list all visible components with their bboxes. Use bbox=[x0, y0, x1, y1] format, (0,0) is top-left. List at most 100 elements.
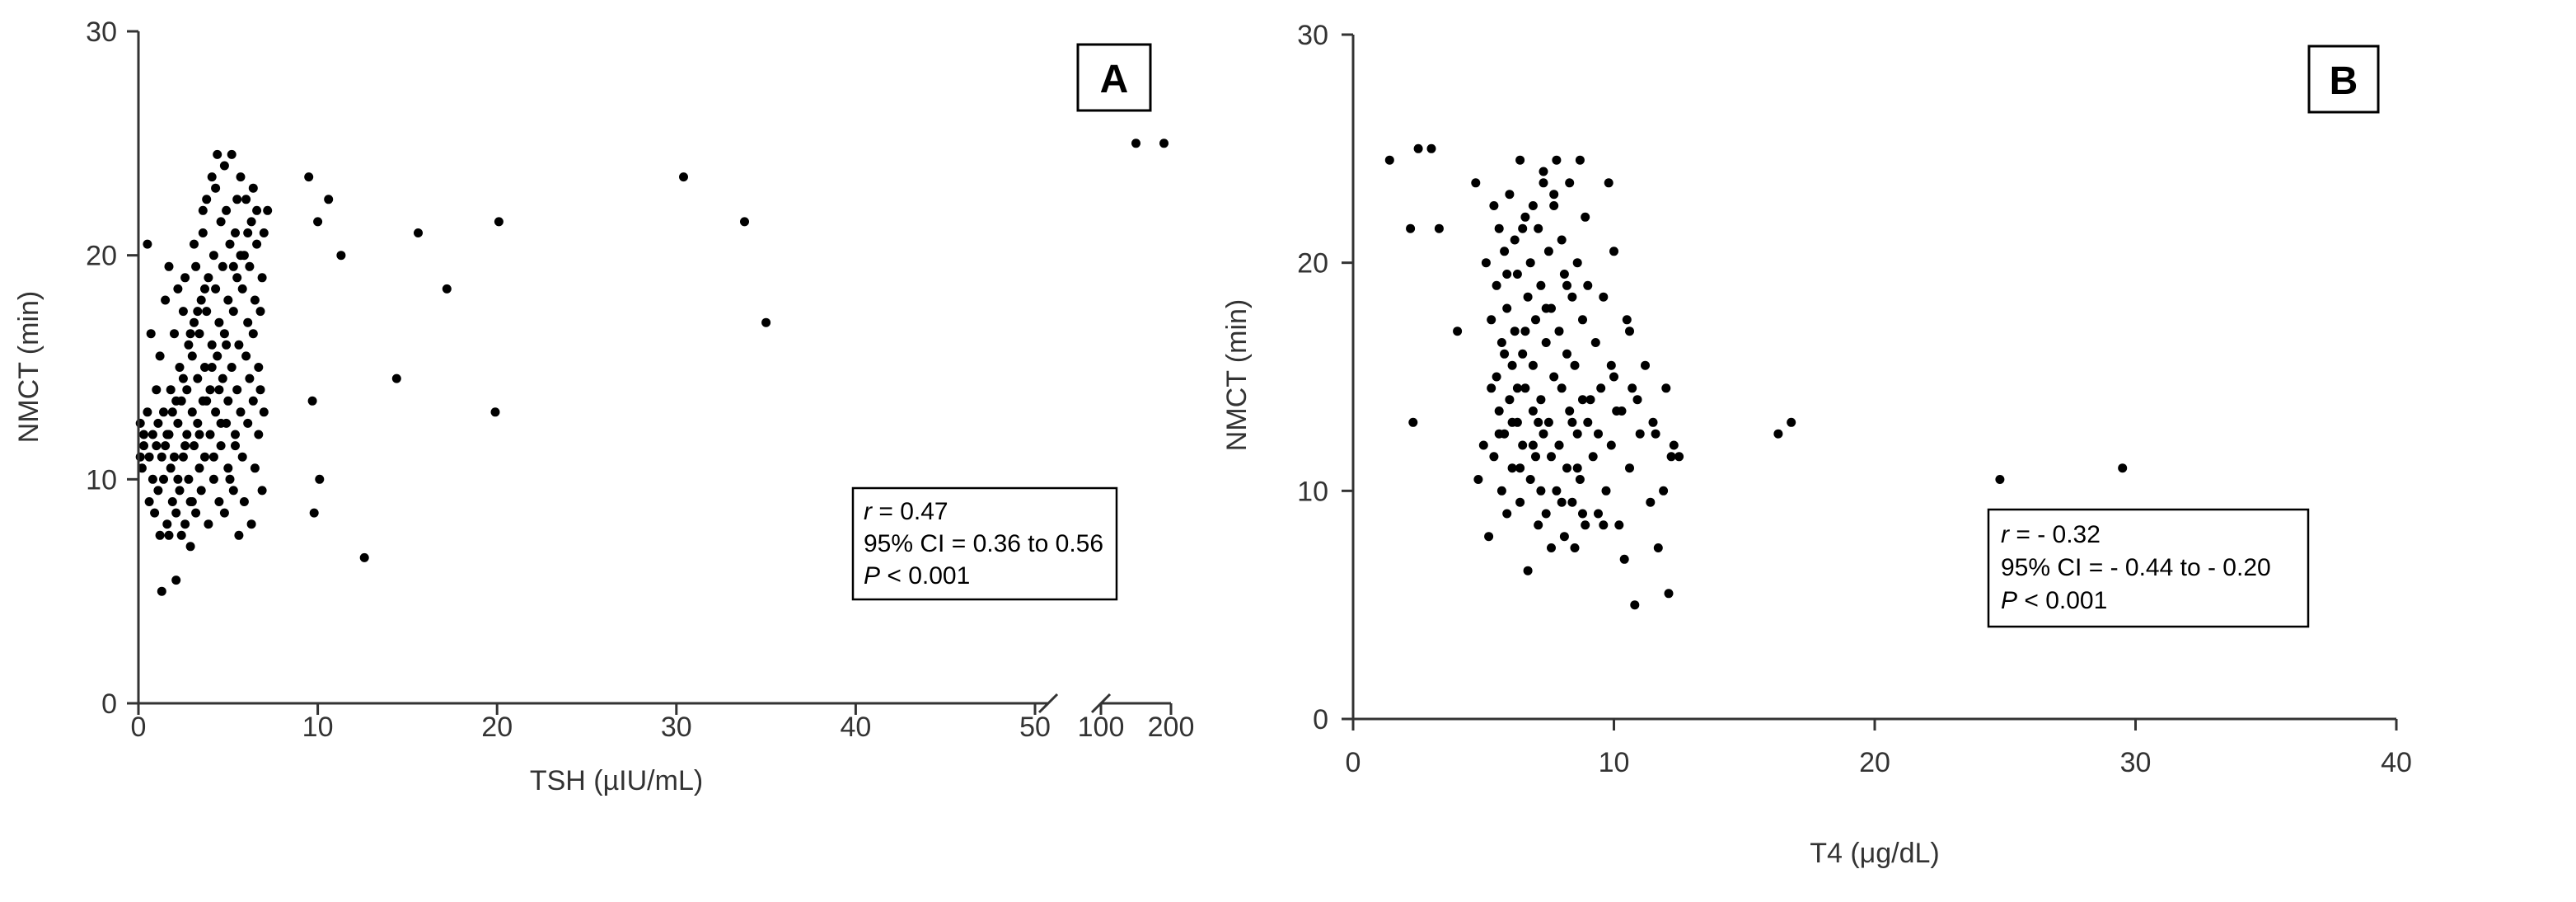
panel-b-data-point bbox=[1562, 349, 1571, 359]
panel-b-data-point bbox=[1549, 201, 1559, 210]
panel-b-data-point bbox=[1588, 452, 1598, 462]
panel-a-data-point bbox=[218, 261, 227, 271]
panel-b-x-axis-title: T4 (μg/dL) bbox=[1810, 838, 1940, 869]
panel-a-data-point bbox=[208, 251, 218, 261]
panel-a-data-point bbox=[178, 307, 188, 317]
panel-a-data-point bbox=[161, 295, 171, 305]
panel-a-data-point bbox=[414, 228, 423, 237]
panel-a-data-point bbox=[200, 363, 209, 372]
panel-b-data-point bbox=[1632, 395, 1642, 405]
panel-a-data-point bbox=[228, 486, 238, 496]
panel-b-x-tick-label: 20 bbox=[1859, 747, 1890, 778]
panel-a-data-point bbox=[241, 195, 251, 204]
panel-a-data-point bbox=[190, 239, 199, 249]
panel-b-data-point bbox=[1609, 372, 1618, 382]
panel-b-data-point bbox=[1567, 497, 1577, 507]
panel-a-data-point bbox=[144, 452, 154, 462]
panel-a-data-point bbox=[194, 329, 204, 339]
panel-a-data-point bbox=[204, 273, 213, 283]
panel-b-label-box bbox=[2307, 45, 2380, 114]
panel-a-data-point bbox=[254, 430, 264, 439]
panel-a-data-point bbox=[219, 329, 229, 339]
panel-a-x-tick-label: 10 bbox=[302, 712, 334, 743]
panel-a-data-point bbox=[248, 329, 258, 339]
panel-b-data-point bbox=[1549, 190, 1559, 200]
panel-b-data-point bbox=[1536, 395, 1546, 405]
panel-a-data-point bbox=[237, 452, 247, 462]
panel-b-data-point bbox=[1547, 543, 1556, 552]
panel-a-data-point bbox=[162, 519, 172, 529]
panel-b-data-point bbox=[1534, 223, 1543, 233]
panel-a-data-point bbox=[243, 418, 253, 428]
panel-b-data-point bbox=[1507, 463, 1517, 473]
panel-b-data-point bbox=[1581, 212, 1590, 222]
panel-a-data-point bbox=[182, 385, 192, 395]
panel-b-data-point bbox=[1518, 349, 1528, 359]
panel-b-data-point bbox=[1528, 406, 1538, 416]
panel-b-data-point bbox=[1554, 327, 1564, 336]
panel-a-data-point bbox=[148, 430, 157, 439]
panel-a-data-point bbox=[227, 363, 237, 372]
panel-b-data-point bbox=[1494, 223, 1504, 233]
panel-b-data-point bbox=[1552, 486, 1562, 496]
panel-a-data-point bbox=[227, 149, 237, 159]
panel-a-data-point bbox=[193, 418, 203, 428]
panel-a-data-point bbox=[202, 307, 212, 317]
panel-b-data-point bbox=[1578, 509, 1587, 519]
panel-b-data-point bbox=[1557, 383, 1567, 393]
panel-b-p-value: P < 0.001 bbox=[2001, 587, 2107, 614]
panel-a-x-tick-label: 40 bbox=[840, 712, 871, 743]
panel-b-data-point bbox=[1518, 440, 1528, 450]
panel-b-data-point bbox=[1525, 475, 1535, 484]
panel-a-data-point bbox=[191, 508, 201, 518]
panel-a-data-point bbox=[490, 407, 500, 417]
panel-a-data-point bbox=[234, 530, 244, 540]
panel-b-data-point bbox=[1583, 280, 1593, 290]
panel-a-data-point bbox=[157, 586, 166, 596]
panel-a-data-point bbox=[216, 441, 226, 451]
panel-b-data-point bbox=[1628, 383, 1637, 393]
panel-a-y-tick-label: 0 bbox=[101, 688, 117, 720]
panel-a-data-point bbox=[207, 363, 217, 372]
panel-b-data-point bbox=[1557, 235, 1567, 245]
panel-a-data-point bbox=[205, 385, 215, 395]
panel-a-data-point bbox=[171, 575, 181, 585]
panel-a-data-point bbox=[231, 441, 240, 451]
panel-b-data-point bbox=[1426, 143, 1436, 153]
panel-a-data-point bbox=[307, 396, 317, 406]
panel-a-data-point bbox=[180, 273, 190, 283]
panel-b-data-point bbox=[1625, 463, 1634, 473]
panel-b-x-tick-label: 10 bbox=[1599, 747, 1630, 778]
panel-a-data-point bbox=[175, 363, 185, 372]
panel-b-data-point bbox=[1609, 247, 1618, 256]
panel-a-data-point bbox=[194, 463, 204, 473]
panel-b-data-point bbox=[1512, 270, 1522, 279]
panel-a-data-point bbox=[213, 351, 222, 361]
panel-a-data-point bbox=[164, 261, 174, 271]
panel-a-data-point bbox=[255, 385, 265, 395]
panel-b-data-point bbox=[1487, 315, 1496, 325]
panel-a-x-tick-label: 200 bbox=[1148, 712, 1195, 743]
panel-b-data-point bbox=[1484, 532, 1494, 542]
panel-a-data-point bbox=[194, 430, 204, 439]
panel-a-data-point bbox=[309, 508, 319, 518]
panel-a-y-tick-label: 30 bbox=[86, 16, 117, 48]
panel-a-data-point bbox=[250, 463, 260, 473]
panel-a-data-point bbox=[225, 474, 235, 484]
panel-a-x-tick-label: 100 bbox=[1078, 712, 1125, 743]
panel-b-data-point bbox=[1590, 338, 1600, 347]
panel-a-data-point bbox=[150, 508, 160, 518]
panel-b-data-point bbox=[1528, 440, 1538, 450]
panel-a-data-point bbox=[222, 205, 232, 215]
panel-a-data-point bbox=[200, 452, 209, 462]
panel-b-data-point bbox=[1646, 497, 1656, 507]
panel-a-data-point bbox=[214, 497, 224, 506]
panel-a-data-point bbox=[167, 497, 177, 506]
panel-a-data-point bbox=[232, 385, 242, 395]
panel-a-data-point bbox=[184, 474, 194, 484]
panel-a-data-point bbox=[164, 530, 174, 540]
panel-a-data-point bbox=[185, 329, 195, 339]
panel-b-data-point bbox=[1557, 497, 1567, 507]
panel-b-data-point bbox=[1562, 280, 1571, 290]
